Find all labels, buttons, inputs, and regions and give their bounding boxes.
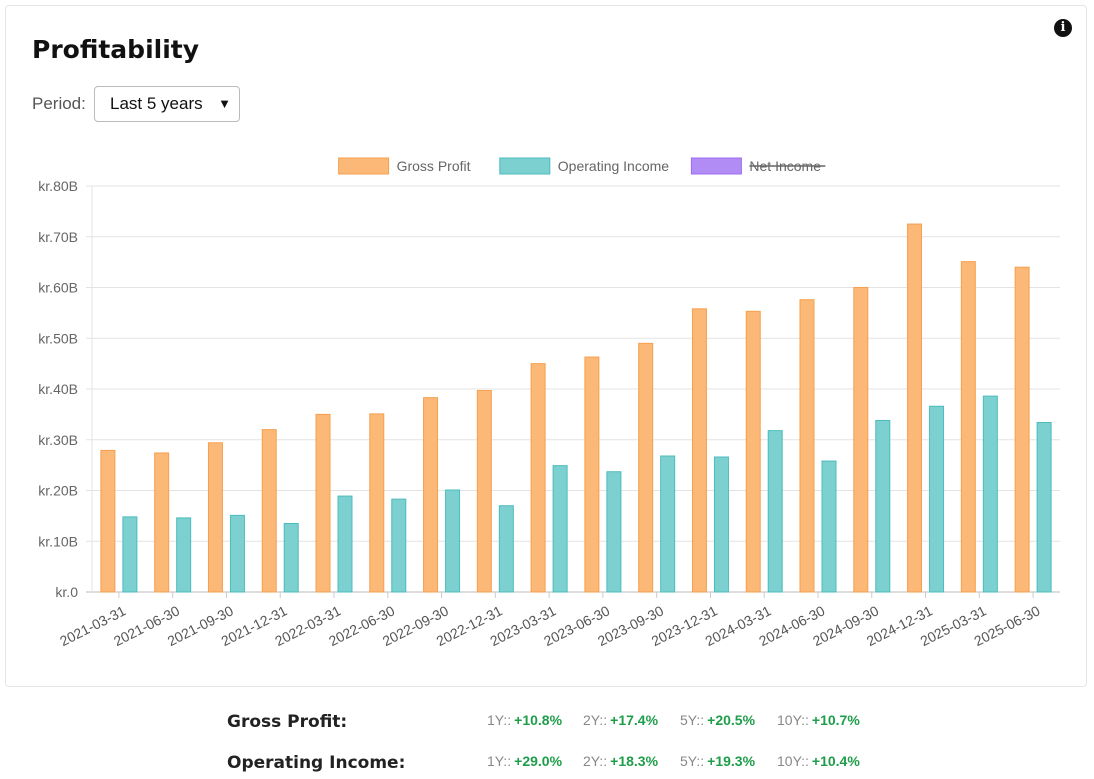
legend-swatch[interactable] <box>499 157 551 175</box>
operating-income-bar[interactable] <box>122 516 138 593</box>
gross-profit-bar[interactable] <box>584 356 600 593</box>
gross-profit-bar[interactable] <box>907 223 923 593</box>
period-selected-value: Last 5 years <box>110 94 203 113</box>
operating-income-bar[interactable] <box>713 456 729 593</box>
legend-swatch[interactable] <box>338 157 390 175</box>
legend-swatch[interactable] <box>690 157 742 175</box>
period-label: Period: <box>32 94 86 113</box>
chevron-down-icon: ▼ <box>218 96 231 111</box>
info-icon[interactable]: i <box>1054 19 1072 37</box>
operating-income-bar[interactable] <box>875 419 891 593</box>
operating-income-bar[interactable] <box>982 395 998 593</box>
operating-income-bar[interactable] <box>283 522 299 593</box>
operating-income-bar[interactable] <box>552 465 568 593</box>
operating-income-bar[interactable] <box>229 514 245 593</box>
gross-profit-bar[interactable] <box>745 310 761 593</box>
y-tick-label: kr.10B <box>38 533 78 549</box>
operating-income-bar[interactable] <box>445 489 461 593</box>
gross-profit-bar[interactable] <box>261 429 277 593</box>
gross-profit-bar[interactable] <box>369 413 385 593</box>
operating-income-bar[interactable] <box>767 430 783 593</box>
gross-profit-bar[interactable] <box>423 397 439 593</box>
gross-profit-bar[interactable] <box>530 363 546 593</box>
gross-profit-bar[interactable] <box>960 261 976 593</box>
y-tick-label: kr.40B <box>38 381 78 397</box>
y-tick-label: kr.70B <box>38 229 78 245</box>
operating-income-bar[interactable] <box>929 405 945 593</box>
gross-profit-bar[interactable] <box>691 308 707 593</box>
operating-income-bar[interactable] <box>821 460 837 593</box>
operating-income-bar[interactable] <box>337 495 353 593</box>
y-tick-label: kr.0 <box>55 584 78 600</box>
legend-label[interactable]: Gross Profit <box>397 158 471 174</box>
operating-income-bar[interactable] <box>1036 421 1052 593</box>
gross-profit-bar[interactable] <box>853 287 869 593</box>
operating-income-bar[interactable] <box>606 471 622 593</box>
gross-profit-bar[interactable] <box>100 449 116 593</box>
gross-profit-bar[interactable] <box>154 452 170 593</box>
operating-income-bar[interactable] <box>176 517 192 593</box>
page-title: Profitability <box>32 35 200 64</box>
gross-profit-bar[interactable] <box>638 342 654 593</box>
gross-profit-bar[interactable] <box>207 442 223 593</box>
gross-profit-bar[interactable] <box>476 390 492 593</box>
gross-profit-bar[interactable] <box>799 299 815 593</box>
period-select[interactable]: Last 5 years ▼ <box>94 86 240 122</box>
y-tick-label: kr.20B <box>38 483 78 499</box>
operating-income-bar[interactable] <box>498 505 514 593</box>
operating-income-bar[interactable] <box>660 455 676 593</box>
legend-label[interactable]: Operating Income <box>558 158 669 174</box>
y-tick-label: kr.60B <box>38 280 78 296</box>
y-tick-label: kr.80B <box>38 178 78 194</box>
y-tick-label: kr.30B <box>38 432 78 448</box>
operating-income-bar[interactable] <box>391 498 407 593</box>
y-tick-label: kr.50B <box>38 330 78 346</box>
gross-profit-bar[interactable] <box>315 413 331 593</box>
gross-profit-bar[interactable] <box>1014 266 1030 593</box>
